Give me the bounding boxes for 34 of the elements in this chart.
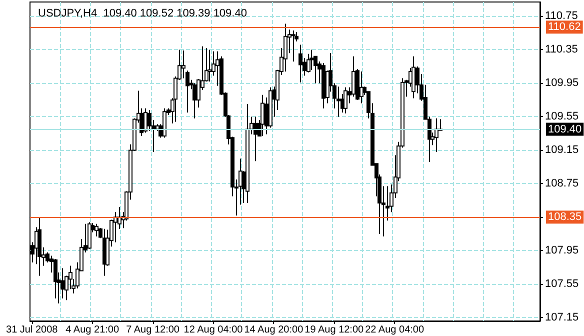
candlestick	[284, 23, 288, 72]
candlestick	[344, 86, 348, 114]
y-tick-label: 108.75	[545, 178, 579, 190]
ref-line-label: 109.40	[548, 123, 582, 136]
candlestick	[94, 223, 98, 237]
ref-line-label: 108.35	[548, 211, 582, 224]
y-tick-label: 109.95	[545, 77, 579, 90]
y-tick-label: 107.55	[545, 278, 579, 290]
candlestick	[336, 86, 340, 118]
candlestick	[298, 44, 302, 83]
y-tick-label: 109.55	[545, 110, 579, 123]
candlestick	[68, 265, 72, 290]
y-tick-label: 107.95	[545, 244, 579, 257]
candlestick	[208, 49, 212, 82]
x-tick-label: 31 Jul 2008	[6, 324, 58, 336]
x-tick-label: 12 Aug 04:00	[184, 324, 244, 336]
ref-line-label: 110.62	[548, 21, 581, 34]
x-tick-label: 7 Aug 12:00	[126, 324, 180, 336]
y-tick-label: 107.15	[545, 312, 579, 324]
candlestick	[254, 116, 258, 162]
candlestick	[192, 82, 196, 119]
text: USDJPY,H4 109.40 109.52 109.39 109.40	[38, 8, 247, 20]
x-tick-label: 4 Aug 21:00	[66, 324, 120, 336]
y-tick-label: 110.75	[545, 10, 578, 22]
x-tick-label: 22 Aug 04:00	[365, 324, 424, 336]
x-tick-label: 19 Aug 12:00	[304, 324, 364, 336]
candlestick	[292, 30, 296, 62]
candlestick	[310, 49, 314, 70]
y-tick-label: 109.15	[545, 144, 579, 156]
candlestick	[306, 53, 310, 73]
y-tick-label: 110.35	[545, 44, 578, 56]
candlestick	[144, 108, 148, 134]
candlestick	[260, 94, 264, 136]
x-tick-label: 14 Aug 20:00	[244, 324, 304, 336]
